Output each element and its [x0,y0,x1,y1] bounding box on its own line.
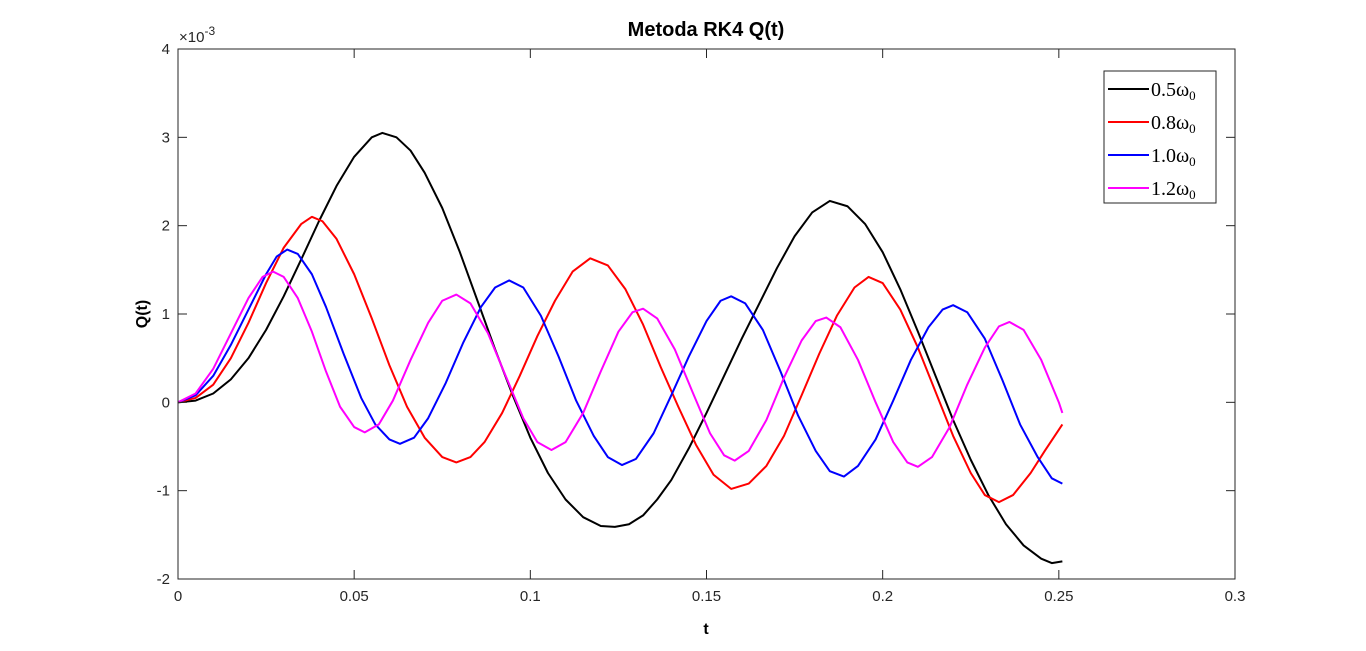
y-tick-label-6: 4 [162,41,170,58]
legend-label-main-0: 0.5ω [1151,79,1189,101]
y-axis-label: Q(t) [134,300,151,328]
x-tick-label-0: 0 [174,588,182,605]
legend-label-3: 1.2ω0 [1151,178,1196,202]
y-tick-label-2: 0 [162,394,170,411]
x-tick-label-1: 0.05 [340,588,369,605]
plot-area [178,49,1235,579]
legend-label-2: 1.0ω0 [1151,145,1196,169]
x-axis-label: t [703,621,709,638]
series-line-0 [177,131,1063,565]
legend-label-main-2: 1.0ω [1151,145,1189,167]
y-tick-label-5: 3 [162,129,170,146]
chart-title: Metoda RK4 Q(t) [628,19,785,41]
legend-label-sub-3: 0 [1189,187,1196,202]
x-tick-label-6: 0.3 [1225,588,1246,605]
y-tick-label-3: 1 [162,306,170,323]
series-line-2 [177,248,1063,485]
x-tick-label-2: 0.1 [520,588,541,605]
legend-label-sub-0: 0 [1189,88,1196,103]
y-tick-label-1: -1 [157,483,170,500]
series-layer [177,131,1064,565]
x-tick-label-5: 0.25 [1044,588,1073,605]
x-tick-label-3: 0.15 [692,588,721,605]
x-tick-label-4: 0.2 [872,588,893,605]
legend-label-sub-1: 0 [1189,121,1196,136]
y-exponent-base: ×10 [179,29,204,46]
legend-label-0: 0.5ω0 [1151,79,1196,103]
legend-label-main-3: 1.2ω [1151,178,1189,200]
legend-label-main-1: 0.8ω [1151,112,1189,134]
y-tick-label-4: 2 [162,218,170,235]
legend-label-sub-2: 0 [1189,154,1196,169]
y-exponent-label: ×10-3 [179,24,215,46]
tick-layer: 0 0.05 0.1 0.15 0.2 0.25 0.3 -2 -1 0 1 2 3 4 [157,41,1246,605]
y-exponent-power: -3 [204,24,215,38]
series-line-1 [177,215,1064,504]
series-line-3 [177,270,1064,468]
legend-label-1: 0.8ω0 [1151,112,1196,136]
y-tick-label-0: -2 [157,571,170,588]
legend-box [1103,70,1217,204]
